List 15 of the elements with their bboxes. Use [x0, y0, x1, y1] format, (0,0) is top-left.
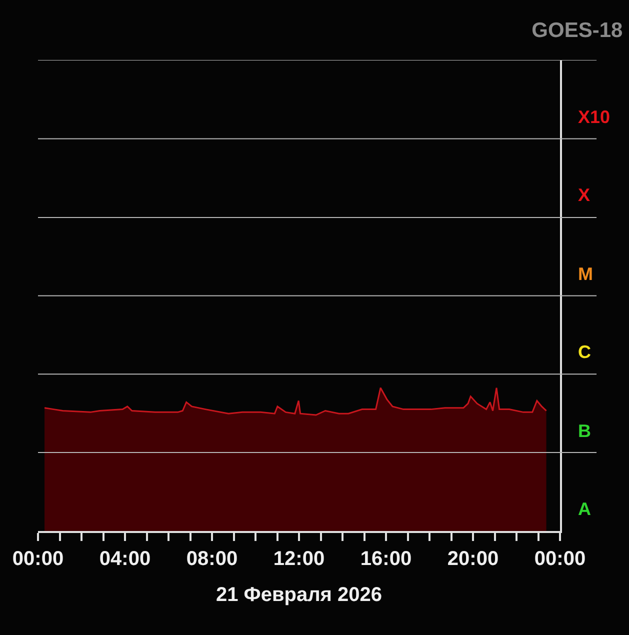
- text: M: [578, 264, 593, 284]
- x-tick-label: 00:00: [12, 548, 64, 570]
- text: X10: [578, 107, 610, 127]
- x-axis-title: 21 Февраля 2026: [216, 584, 382, 606]
- x-tick-label: 20:00: [447, 548, 499, 570]
- chart-title: GOES-18: [532, 18, 624, 42]
- text: B: [578, 421, 591, 441]
- x-tick-label: 08:00: [186, 548, 238, 570]
- x-tick-label: 04:00: [99, 548, 151, 570]
- x-tick-label: 12:00: [273, 548, 325, 570]
- x-tick-label: 16:00: [360, 548, 412, 570]
- text: A: [578, 499, 591, 519]
- x-tick-label: 00:00: [534, 548, 586, 570]
- text: X: [578, 185, 590, 205]
- text: C: [578, 342, 591, 362]
